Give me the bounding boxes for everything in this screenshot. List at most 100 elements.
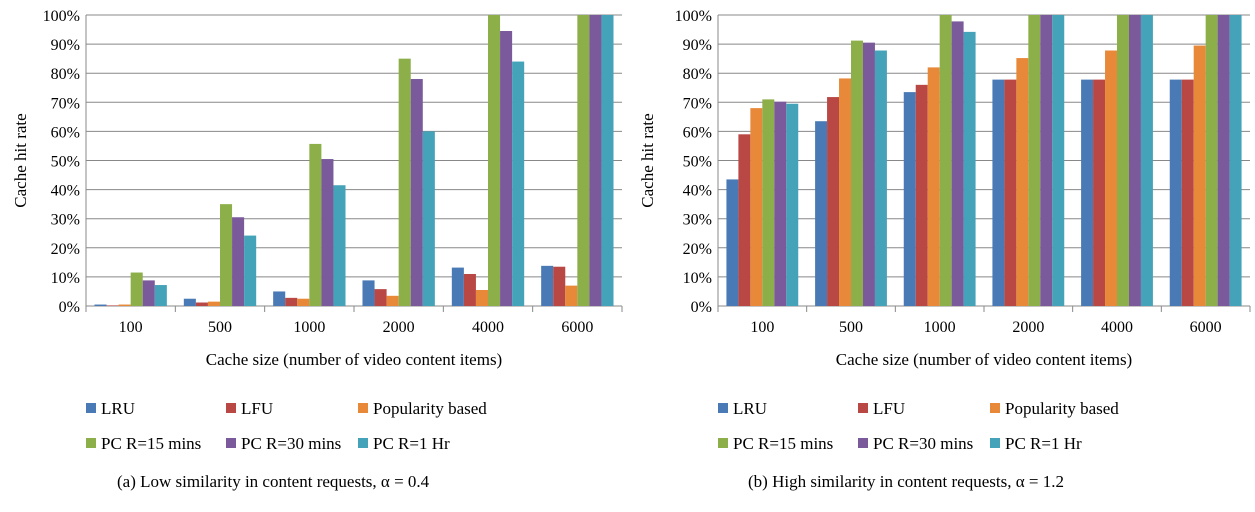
y-tick-label: 20%	[51, 241, 80, 258]
y-tick-label: 60%	[683, 124, 712, 141]
legend-label: PC R=1 Hr	[373, 434, 450, 453]
legend-item: PC R=15 mins	[718, 434, 833, 453]
legend-swatch	[858, 403, 868, 413]
x-tick-label: 1000	[293, 319, 325, 336]
bar	[154, 285, 167, 306]
y-tick-label: 90%	[51, 37, 80, 54]
bar	[232, 217, 245, 306]
bar	[1028, 15, 1041, 306]
y-tick-label: 70%	[51, 95, 80, 112]
bar	[541, 265, 554, 306]
legend-swatch	[358, 403, 368, 413]
bar	[951, 21, 964, 306]
legend-label: PC R=15 mins	[101, 434, 201, 453]
bar	[1128, 15, 1141, 306]
legend-item: Popularity based	[358, 399, 487, 418]
y-tick-label: 0%	[691, 299, 712, 316]
legend-label: PC R=30 mins	[873, 434, 973, 453]
bar	[726, 179, 739, 306]
chart-low-similarity: 0% 10% 20% 30% 40% 50% 60% 70% 80% 90% 100% 100 500 1…	[11, 8, 623, 453]
bar	[475, 289, 488, 306]
bar	[774, 101, 787, 306]
legend-label: PC R=1 Hr	[1005, 434, 1082, 453]
bar	[839, 78, 851, 306]
y-tick-label: 20%	[683, 241, 712, 258]
bar	[488, 15, 501, 306]
y-tick-label: 10%	[51, 270, 80, 287]
bar	[1205, 15, 1218, 306]
legend-swatch	[86, 403, 96, 413]
bar	[463, 273, 476, 306]
x-tick-label: 6000	[1190, 319, 1222, 336]
bar	[451, 267, 464, 306]
bar	[273, 291, 286, 306]
y-tick-label: 100%	[43, 8, 80, 25]
bar	[512, 61, 525, 307]
bar	[1052, 15, 1065, 306]
y-tick-label: 80%	[51, 66, 80, 83]
bar	[874, 50, 887, 306]
bar	[309, 143, 322, 306]
bar	[410, 79, 423, 307]
bar	[183, 298, 196, 306]
legend-item: PC R=30 mins	[858, 434, 973, 453]
bar	[285, 297, 298, 306]
bar	[992, 79, 1005, 307]
bar	[1004, 79, 1017, 307]
legend-item: PC R=1 Hr	[358, 434, 450, 453]
legend-swatch	[858, 438, 868, 448]
bar	[738, 134, 751, 306]
y-tick-label: 30%	[51, 212, 80, 229]
bar	[750, 108, 763, 307]
bar	[207, 301, 220, 306]
bar	[374, 289, 387, 306]
bar	[500, 31, 513, 306]
bar	[422, 131, 435, 306]
y-tick-label: 40%	[683, 183, 712, 200]
bar	[1140, 15, 1153, 306]
bar	[1105, 50, 1117, 306]
legend-label: LRU	[101, 399, 135, 418]
bar	[963, 31, 976, 307]
legend-swatch	[718, 403, 728, 413]
caption-b: (b) High similarity in content requests,…	[748, 472, 1064, 491]
legend-label: Popularity based	[373, 399, 487, 418]
legend-item: LRU	[718, 399, 767, 418]
bar	[142, 280, 155, 306]
bar	[195, 302, 208, 306]
legend-item: LFU	[858, 399, 905, 418]
bar	[577, 15, 590, 306]
bar	[1217, 15, 1230, 306]
bar	[1169, 79, 1182, 307]
legend-swatch	[990, 403, 1000, 413]
bar	[333, 185, 346, 306]
bar	[118, 304, 131, 306]
y-tick-label: 100%	[675, 8, 712, 25]
bar	[362, 280, 375, 306]
legend-item: LRU	[86, 399, 135, 418]
legend-item: PC R=15 mins	[86, 434, 201, 453]
bar	[851, 40, 863, 306]
legend-label: Popularity based	[1005, 399, 1119, 418]
legend-label: PC R=15 mins	[733, 434, 833, 453]
bar	[565, 285, 578, 306]
legend-item: Popularity based	[990, 399, 1119, 418]
y-tick-label: 30%	[683, 212, 712, 229]
x-tick-label: 1000	[924, 319, 956, 336]
bar	[827, 97, 840, 306]
x-tick-label: 4000	[472, 319, 504, 336]
y-axis-label: Cache hit rate	[638, 113, 657, 207]
bar	[1093, 79, 1106, 307]
x-tick-label: 4000	[1101, 319, 1133, 336]
y-tick-label: 40%	[51, 183, 80, 200]
y-axis-label: Cache hit rate	[11, 113, 30, 207]
bar	[321, 159, 334, 306]
bar	[1117, 15, 1129, 306]
legend-item: LFU	[226, 399, 273, 418]
bar	[915, 84, 928, 306]
legend-label: PC R=30 mins	[241, 434, 341, 453]
bar	[589, 15, 602, 306]
legend-swatch	[226, 438, 236, 448]
x-tick-label: 100	[750, 319, 774, 336]
y-tick-label: 50%	[683, 154, 712, 171]
